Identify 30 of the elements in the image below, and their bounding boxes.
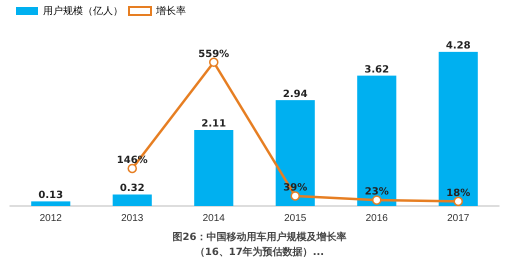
x-tick-label: 2014 [202,212,226,224]
data-label: 3.62 [364,64,390,76]
data-label: 0.13 [38,190,64,201]
data-label: 2.11 [201,118,226,130]
bar [438,52,478,206]
data-label: 23% [364,186,389,198]
point [128,164,137,174]
x-tick-label: 2013 [121,212,144,224]
data-label: 2.94 [282,88,308,100]
bar [194,130,234,206]
point [454,196,463,206]
legend-label: 用户规模（亿人） [43,4,123,17]
data-label: 0.32 [120,183,145,194]
data-label: 18% [446,188,470,199]
legend-label: 增长率 [155,4,186,17]
text: 图26：中国移动用车用户规模及增长率 [172,230,348,245]
bar [357,76,396,206]
x-tick-label: 2016 [366,212,388,224]
bar [31,201,70,206]
data-label: 4.28 [446,40,471,52]
x-tick-label: 2017 [447,212,470,224]
point [290,191,300,201]
bar [276,100,315,206]
x-tick-label: 2012 [40,212,62,224]
point [372,195,382,205]
point [209,58,218,68]
text: （16、17年为预估数据）... [194,246,326,260]
x-tick-label: 2015 [284,212,307,224]
data-label: 559% [198,48,230,60]
bar [112,194,152,206]
